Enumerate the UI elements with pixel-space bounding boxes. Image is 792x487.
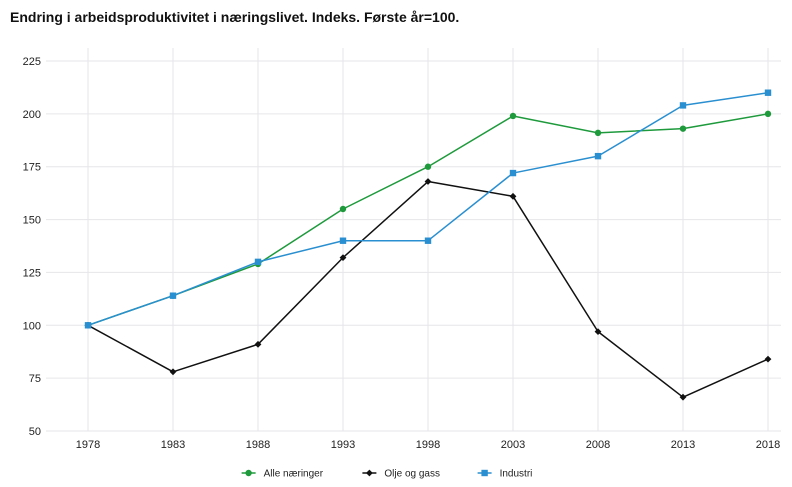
data-point — [509, 192, 517, 200]
series-industri — [84, 89, 772, 329]
legend-label: Olje og gass — [384, 469, 440, 480]
data-point — [509, 112, 517, 120]
data-point — [424, 178, 432, 185]
data-point — [594, 328, 602, 336]
data-point — [509, 169, 517, 177]
x-tick-label: 2018 — [756, 439, 780, 451]
y-tick-label: 50 — [29, 426, 41, 438]
y-tick-label: 150 — [23, 215, 41, 227]
data-point — [169, 292, 177, 299]
data-point — [254, 340, 262, 348]
data-point — [424, 163, 432, 170]
data-point — [339, 254, 347, 262]
y-tick-label: 75 — [29, 373, 41, 385]
y-tick-label: 125 — [23, 267, 41, 279]
y-tick-label: 100 — [23, 320, 41, 332]
y-tick-label: 225 — [23, 56, 41, 68]
legend-marker — [481, 469, 488, 477]
data-point — [764, 355, 772, 363]
data-point — [84, 322, 92, 329]
x-tick-label: 1998 — [416, 439, 440, 451]
legend-label: Industri — [500, 469, 533, 480]
data-point — [594, 152, 602, 160]
legend-item: Industri — [477, 469, 533, 480]
legend-item: Alle næringer — [241, 469, 324, 480]
data-point — [764, 89, 772, 96]
y-tick-label: 175 — [23, 162, 41, 174]
data-point — [169, 368, 177, 376]
data-point — [339, 237, 347, 244]
data-point — [254, 258, 262, 266]
x-tick-label: 1978 — [76, 439, 100, 451]
gridlines — [46, 48, 781, 432]
x-tick-label: 1988 — [246, 439, 270, 451]
legend-item: Olje og gass — [362, 469, 440, 480]
x-tick-label: 2003 — [501, 439, 525, 451]
chart-title: Endring i arbeidsproduktivitet i nærings… — [10, 9, 460, 25]
x-tick-label: 1993 — [331, 439, 355, 451]
data-series — [84, 89, 772, 401]
x-tick-label: 1983 — [161, 439, 185, 451]
data-point — [594, 129, 602, 137]
data-point — [764, 110, 772, 118]
data-point — [424, 237, 432, 244]
axis-labels: 50 75 100 125 150 175 200 225 1978 1983 1988 1993 19… — [23, 56, 781, 451]
y-tick-label: 200 — [23, 109, 41, 121]
x-tick-label: 2013 — [671, 439, 695, 451]
data-point — [679, 125, 687, 132]
legend-label: Alle næringer — [264, 469, 324, 480]
x-tick-label: 2008 — [586, 439, 610, 451]
data-point — [679, 393, 687, 401]
legend: Alle næringer Olje og gass Industri — [241, 469, 533, 480]
legend-marker — [366, 469, 373, 477]
legend-marker — [245, 469, 252, 477]
data-point — [339, 205, 347, 213]
data-point — [679, 102, 687, 109]
